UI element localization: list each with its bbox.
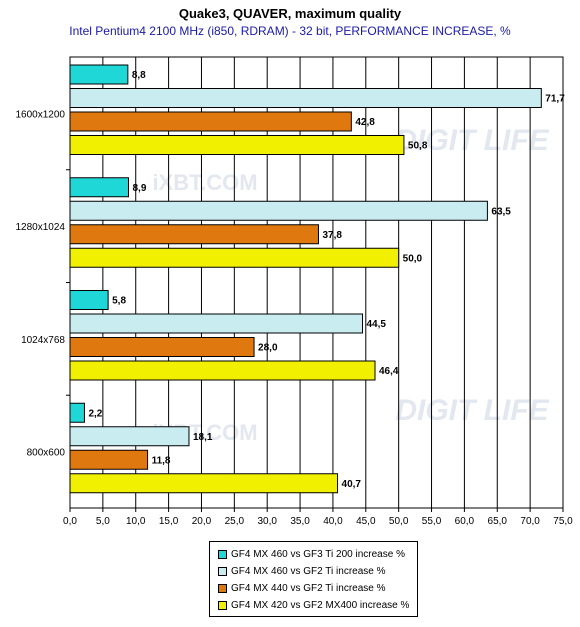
legend-label: GF4 MX 420 vs GF2 MX400 increase % — [231, 600, 410, 611]
legend-swatch — [218, 567, 227, 576]
x-tick-label: 60,0 — [455, 516, 475, 527]
bar — [69, 473, 339, 494]
data-label: 18,1 — [193, 432, 213, 443]
bar — [69, 88, 542, 108]
x-tick-label: 30,0 — [257, 516, 277, 527]
data-label: 5,8 — [112, 296, 126, 307]
legend-item: GF4 MX 440 vs GF2 Ti increase % — [218, 580, 417, 597]
x-tick-label: 40,0 — [323, 516, 343, 527]
data-label: 2,2 — [88, 408, 102, 419]
data-label: 40,7 — [342, 479, 362, 490]
legend-swatch — [218, 550, 227, 559]
bar — [69, 64, 129, 85]
data-label: 50,0 — [403, 253, 423, 264]
bar — [69, 111, 352, 132]
bar — [69, 224, 319, 245]
legend-swatch — [218, 601, 227, 610]
y-tick-label: 800x600 — [27, 448, 66, 459]
legend: GF4 MX 460 vs GF3 Ti 200 increase % GF4 … — [209, 541, 418, 617]
x-tick-label: 10,0 — [126, 516, 146, 527]
legend-item: GF4 MX 420 vs GF2 MX400 increase % — [218, 597, 417, 614]
data-label: 37,8 — [322, 230, 342, 241]
watermark-text: DIGIT LIFE — [395, 394, 549, 427]
chart-title: Quake3, QUAVER, maximum quality — [178, 6, 402, 21]
data-label: 8,9 — [133, 183, 147, 194]
bar — [69, 402, 85, 423]
data-label: 42,8 — [355, 117, 375, 128]
x-tick-label: 50,0 — [389, 516, 409, 527]
x-tick-label: 55,0 — [422, 516, 442, 527]
bar — [69, 135, 405, 155]
legend-swatch — [218, 584, 227, 593]
y-tick-label: 1600x1200 — [16, 109, 66, 120]
x-tick-label: 35,0 — [290, 516, 310, 527]
bar — [69, 313, 364, 334]
y-tick-label: 1024x768 — [21, 335, 65, 346]
legend-label: GF4 MX 460 vs GF3 Ti 200 increase % — [231, 549, 405, 560]
bar — [69, 360, 376, 381]
legend-item: GF4 MX 460 vs GF3 Ti 200 increase % — [218, 546, 417, 563]
bar — [69, 200, 488, 221]
chart-subtitle: Intel Pentium4 2100 MHz (i850, RDRAM) - … — [69, 24, 511, 38]
x-tick-label: 20,0 — [192, 516, 212, 527]
data-label: 63,5 — [491, 206, 511, 217]
x-tick-label: 65,0 — [488, 516, 508, 527]
legend-label: GF4 MX 440 vs GF2 Ti increase % — [231, 583, 386, 594]
x-tick-label: 15,0 — [159, 516, 179, 527]
data-label: 28,0 — [258, 343, 278, 354]
watermark-text: iXBT.COM — [152, 170, 257, 195]
data-label: 8,8 — [132, 70, 146, 81]
x-tick-label: 5,0 — [96, 516, 110, 527]
x-tick-label: 0,0 — [63, 516, 77, 527]
x-tick-label: 45,0 — [356, 516, 376, 527]
y-tick-label: 1280x1024 — [16, 222, 66, 233]
watermark-text: DIGIT LIFE — [395, 124, 549, 157]
data-label: 46,4 — [379, 366, 399, 377]
bar — [69, 177, 130, 198]
bar — [69, 449, 149, 470]
data-label: 11,8 — [152, 455, 171, 466]
bar — [69, 290, 109, 310]
legend-item: GF4 MX 460 vs GF2 Ti increase % — [218, 563, 417, 580]
x-tick-label: 70,0 — [520, 516, 540, 527]
bar — [69, 337, 255, 357]
x-tick-label: 25,0 — [225, 516, 245, 527]
x-tick-label: 75,0 — [553, 516, 573, 527]
legend-label: GF4 MX 460 vs GF2 Ti increase % — [231, 566, 386, 577]
data-label: 44,5 — [367, 319, 387, 330]
data-label: 50,8 — [408, 141, 428, 152]
data-label: 71,7 — [545, 94, 565, 105]
bar — [69, 247, 400, 268]
bar — [69, 426, 190, 447]
